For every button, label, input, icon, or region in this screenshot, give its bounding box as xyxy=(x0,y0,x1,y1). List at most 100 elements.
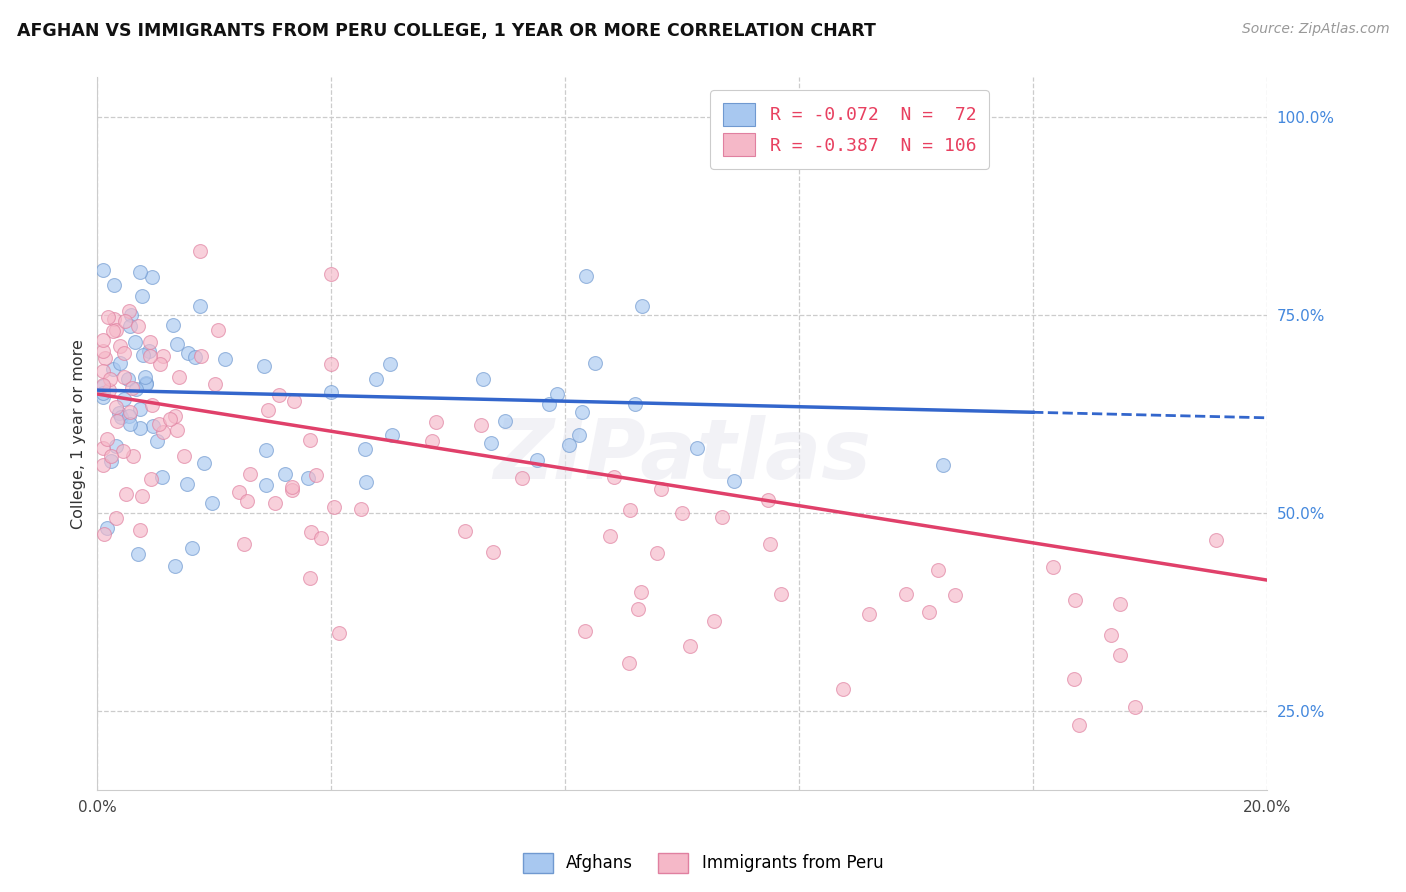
Point xyxy=(94,351,117,365)
Point xyxy=(470,418,492,433)
Point xyxy=(201,496,224,510)
Point xyxy=(129,265,152,279)
Point xyxy=(257,403,280,417)
Point xyxy=(100,454,122,468)
Point xyxy=(328,626,350,640)
Point xyxy=(163,558,186,573)
Point xyxy=(252,359,274,373)
Point xyxy=(112,369,135,384)
Point xyxy=(207,323,229,337)
Point xyxy=(619,503,641,517)
Point xyxy=(264,495,287,509)
Point xyxy=(118,304,141,318)
Text: Source: ZipAtlas.com: Source: ZipAtlas.com xyxy=(1241,22,1389,37)
Point xyxy=(148,417,170,431)
Point xyxy=(188,244,211,258)
Y-axis label: College, 1 year or more: College, 1 year or more xyxy=(72,339,86,529)
Point xyxy=(131,289,153,303)
Point xyxy=(128,402,150,417)
Point xyxy=(1063,672,1085,686)
Point xyxy=(108,356,131,370)
Point xyxy=(603,470,626,484)
Point xyxy=(129,523,152,537)
Point xyxy=(858,607,880,621)
Point xyxy=(631,300,654,314)
Point xyxy=(139,334,162,349)
Point xyxy=(103,361,125,376)
Point xyxy=(120,308,142,322)
Point xyxy=(927,563,949,577)
Point xyxy=(758,537,780,551)
Point xyxy=(471,372,494,386)
Point xyxy=(297,470,319,484)
Point xyxy=(918,606,941,620)
Point xyxy=(124,335,146,350)
Point xyxy=(149,357,172,371)
Point xyxy=(128,420,150,434)
Point xyxy=(176,346,198,360)
Legend: R = -0.072  N =  72, R = -0.387  N = 106: R = -0.072 N = 72, R = -0.387 N = 106 xyxy=(710,90,988,169)
Point xyxy=(269,388,291,402)
Point xyxy=(454,524,477,539)
Text: ZIPatlas: ZIPatlas xyxy=(494,415,872,496)
Point xyxy=(420,434,443,449)
Point xyxy=(1067,718,1090,732)
Point xyxy=(110,409,132,424)
Point xyxy=(1108,648,1130,662)
Point xyxy=(96,521,118,535)
Point xyxy=(679,639,702,653)
Point xyxy=(91,458,114,472)
Point xyxy=(311,531,333,545)
Point xyxy=(142,419,165,434)
Point xyxy=(204,377,226,392)
Point xyxy=(1064,593,1087,607)
Point xyxy=(671,506,693,520)
Point xyxy=(167,369,190,384)
Point xyxy=(254,442,277,457)
Point xyxy=(101,324,124,338)
Point xyxy=(932,458,955,472)
Point xyxy=(281,483,304,498)
Point xyxy=(118,319,141,334)
Point xyxy=(162,318,184,332)
Point xyxy=(190,350,212,364)
Point xyxy=(103,311,125,326)
Point xyxy=(184,350,207,364)
Point xyxy=(239,467,262,482)
Point xyxy=(104,401,127,415)
Point xyxy=(125,382,148,396)
Point xyxy=(134,370,156,384)
Point xyxy=(322,500,344,514)
Point xyxy=(583,356,606,370)
Point xyxy=(298,434,321,448)
Point xyxy=(173,449,195,463)
Point xyxy=(364,372,387,386)
Point xyxy=(526,453,548,467)
Point xyxy=(575,268,598,283)
Text: AFGHAN VS IMMIGRANTS FROM PERU COLLEGE, 1 YEAR OR MORE CORRELATION CHART: AFGHAN VS IMMIGRANTS FROM PERU COLLEGE, … xyxy=(17,22,876,40)
Point xyxy=(627,602,650,616)
Point xyxy=(152,425,174,439)
Point xyxy=(228,485,250,500)
Point xyxy=(630,585,652,599)
Point xyxy=(100,449,122,463)
Point xyxy=(131,489,153,503)
Point xyxy=(283,394,305,409)
Point xyxy=(127,318,149,333)
Point xyxy=(896,587,918,601)
Point xyxy=(105,414,128,428)
Point xyxy=(568,427,591,442)
Point xyxy=(703,614,725,628)
Point xyxy=(91,386,114,401)
Point xyxy=(650,482,672,496)
Point xyxy=(114,487,136,501)
Point xyxy=(482,545,505,559)
Point xyxy=(152,349,174,363)
Point xyxy=(91,441,114,455)
Point xyxy=(135,376,157,390)
Point xyxy=(105,322,128,336)
Point xyxy=(1108,597,1130,611)
Point xyxy=(98,371,121,385)
Point xyxy=(165,409,187,424)
Point xyxy=(138,343,160,358)
